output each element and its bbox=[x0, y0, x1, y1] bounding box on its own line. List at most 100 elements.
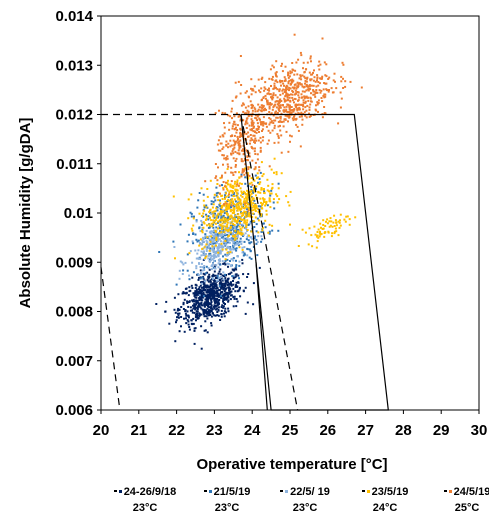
data-point bbox=[228, 202, 231, 205]
data-point bbox=[230, 227, 233, 230]
data-point bbox=[236, 179, 239, 182]
data-point bbox=[194, 296, 197, 299]
data-point bbox=[235, 216, 238, 218]
data-point bbox=[242, 102, 245, 105]
data-point bbox=[247, 177, 250, 180]
data-points bbox=[155, 33, 363, 350]
data-point bbox=[230, 110, 233, 113]
data-point bbox=[222, 278, 225, 281]
data-point bbox=[218, 232, 221, 235]
data-point bbox=[202, 272, 205, 275]
data-point bbox=[198, 314, 201, 317]
data-point bbox=[272, 66, 275, 69]
data-point bbox=[213, 196, 216, 199]
data-point bbox=[317, 84, 320, 87]
data-point bbox=[232, 210, 235, 213]
data-point bbox=[210, 268, 213, 271]
data-point bbox=[298, 115, 301, 118]
data-point bbox=[292, 110, 295, 113]
legend-marker-icon bbox=[208, 489, 212, 493]
data-point bbox=[184, 312, 187, 315]
data-point bbox=[232, 226, 235, 229]
data-point bbox=[266, 178, 269, 181]
data-point bbox=[304, 106, 307, 109]
data-point bbox=[266, 92, 269, 95]
data-point bbox=[238, 147, 241, 150]
data-point bbox=[255, 205, 258, 208]
data-point bbox=[270, 189, 273, 192]
data-point bbox=[319, 91, 322, 94]
data-point bbox=[257, 108, 260, 111]
data-point bbox=[263, 122, 266, 125]
data-point bbox=[280, 65, 283, 67]
data-point bbox=[181, 292, 184, 295]
data-point bbox=[193, 303, 196, 306]
data-point bbox=[235, 95, 238, 98]
data-point bbox=[217, 227, 220, 230]
data-point bbox=[291, 86, 294, 89]
data-point bbox=[227, 218, 230, 221]
data-point bbox=[239, 55, 242, 57]
data-point bbox=[179, 260, 182, 263]
data-point bbox=[312, 84, 315, 87]
data-point bbox=[305, 109, 308, 112]
data-point bbox=[302, 101, 305, 104]
data-point bbox=[200, 272, 203, 274]
data-point bbox=[230, 248, 233, 251]
data-point bbox=[254, 108, 257, 111]
data-point bbox=[277, 125, 280, 128]
data-point bbox=[242, 207, 245, 209]
data-point bbox=[205, 215, 208, 218]
data-point bbox=[257, 78, 260, 81]
data-point bbox=[198, 292, 200, 295]
data-point bbox=[231, 171, 234, 174]
data-point bbox=[202, 289, 205, 291]
data-point bbox=[218, 238, 221, 241]
data-point bbox=[250, 209, 253, 212]
data-point bbox=[270, 97, 273, 99]
data-point bbox=[315, 91, 318, 94]
data-point bbox=[220, 206, 223, 209]
data-point bbox=[216, 209, 219, 212]
data-point bbox=[306, 104, 309, 107]
data-point bbox=[172, 240, 175, 243]
data-point bbox=[189, 306, 192, 309]
data-point bbox=[202, 286, 205, 288]
data-point bbox=[279, 106, 282, 109]
data-point bbox=[345, 215, 348, 218]
data-point bbox=[218, 227, 221, 230]
data-point bbox=[182, 263, 185, 266]
data-point bbox=[226, 214, 229, 217]
data-point bbox=[234, 273, 237, 276]
data-point bbox=[205, 255, 208, 258]
data-point bbox=[273, 119, 276, 122]
data-point bbox=[234, 200, 237, 203]
data-point bbox=[248, 256, 251, 259]
data-point bbox=[208, 223, 211, 226]
data-point bbox=[217, 294, 220, 297]
data-point bbox=[260, 99, 263, 102]
data-point bbox=[198, 262, 201, 265]
data-point bbox=[268, 87, 270, 90]
data-point bbox=[223, 282, 226, 285]
data-point bbox=[245, 238, 248, 241]
data-point bbox=[234, 171, 237, 173]
data-point bbox=[258, 166, 261, 169]
data-point bbox=[309, 103, 312, 106]
data-point bbox=[223, 122, 225, 125]
data-point bbox=[209, 256, 212, 259]
data-point bbox=[325, 82, 328, 85]
data-point bbox=[297, 99, 299, 102]
data-point bbox=[219, 251, 222, 254]
data-point bbox=[205, 250, 208, 252]
data-point bbox=[323, 112, 326, 114]
data-point bbox=[206, 331, 209, 334]
data-point bbox=[268, 165, 271, 168]
data-point bbox=[197, 278, 200, 281]
data-point bbox=[228, 241, 231, 244]
data-point bbox=[333, 214, 336, 217]
legend-item: 22/5/ 19 23°C bbox=[265, 484, 345, 516]
data-point bbox=[211, 211, 214, 214]
data-point bbox=[291, 78, 294, 81]
data-point bbox=[293, 101, 295, 104]
